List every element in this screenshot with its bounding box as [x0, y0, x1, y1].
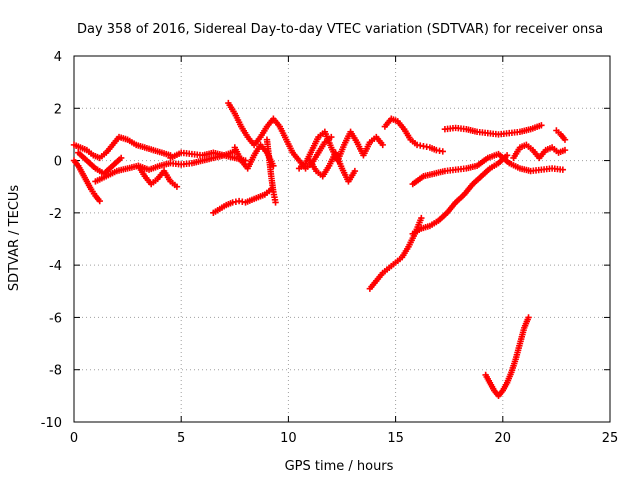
x-tick-label: 15: [387, 431, 404, 446]
series-track-r: [510, 141, 569, 162]
x-tick-label: 0: [70, 431, 78, 446]
x-tick-label: 20: [495, 431, 512, 446]
x-tick-label: 10: [280, 431, 297, 446]
series-track-h: [225, 99, 335, 172]
series-track-b: [70, 157, 103, 205]
data-point: [351, 167, 359, 175]
y-tick-label: -6: [49, 311, 62, 326]
y-tick-label: -10: [41, 416, 62, 431]
data-point: [561, 146, 569, 154]
data-point: [379, 141, 386, 149]
data-point: [117, 154, 125, 162]
axes: 0 5 10 15 20 25 -10 -8 -6 -4 -2 0 2 4: [41, 50, 619, 446]
series-track-g: [210, 186, 275, 217]
grid: [74, 56, 610, 422]
data-point: [525, 314, 532, 321]
data-point: [538, 122, 545, 129]
data-point: [561, 136, 569, 143]
data-point: [272, 199, 279, 206]
y-axis-label: SDTVAR / TECUs: [7, 185, 22, 292]
series-track-e: [135, 162, 181, 190]
y-tick-label: 0: [54, 155, 62, 170]
series-track-s: [553, 127, 569, 143]
chart-title: Day 358 of 2016, Sidereal Day-to-day VTE…: [77, 22, 603, 37]
series-track-p: [409, 150, 567, 188]
series-track-a: [70, 133, 174, 162]
y-tick-label: -2: [49, 207, 62, 222]
series-track-j: [263, 136, 279, 206]
x-axis-label: GPS time / hours: [285, 459, 394, 474]
x-tick-label: 5: [177, 431, 185, 446]
series-track-t: [482, 314, 532, 400]
plot-frame: [73, 55, 611, 423]
series-track-d: [75, 149, 125, 177]
data-point: [418, 214, 425, 222]
data-point: [270, 162, 277, 169]
y-tick-label: -4: [49, 259, 62, 274]
data-point: [173, 183, 181, 190]
data-point: [439, 148, 446, 155]
data-point: [96, 197, 103, 205]
series-track-k: [295, 128, 386, 172]
data-point: [559, 166, 567, 173]
series-track-o: [409, 152, 511, 237]
data-point: [503, 152, 511, 159]
y-tick-label: 2: [54, 102, 62, 117]
y-tick-label: -8: [49, 364, 62, 379]
series-track-m: [381, 115, 446, 155]
data-points: [70, 99, 569, 400]
series-track-l: [306, 149, 359, 185]
y-tick-label: 4: [54, 50, 62, 65]
x-tick-label: 25: [602, 431, 619, 446]
series-track-q: [441, 122, 545, 138]
series-track-f: [167, 148, 238, 162]
